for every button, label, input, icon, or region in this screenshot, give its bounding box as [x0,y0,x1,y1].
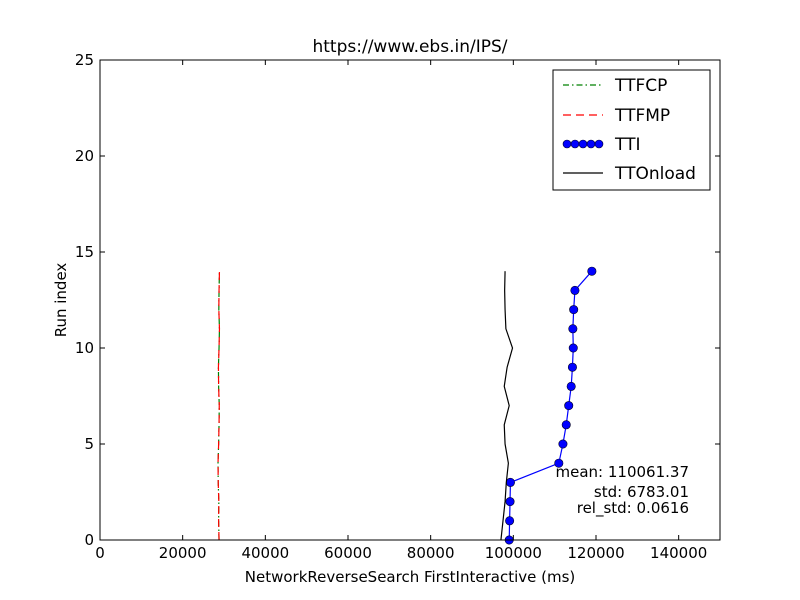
data-point-tti [505,477,515,487]
x-tick-label: 100000 [485,544,542,562]
legend-label-ttonload: TTOnload [614,164,696,184]
data-point-tti [505,497,515,507]
y-tick-label: 0 [84,531,94,549]
legend-box [552,69,711,191]
rel-std-annotation: rel_std: 0.0616 [577,499,689,518]
data-point-tti [558,439,568,449]
y-tick-label: 25 [75,51,94,69]
data-point-tti [567,362,577,372]
x-tick-label: 0 [95,544,105,562]
x-tick-label: 140000 [650,544,707,562]
series-line-ttfmp [217,271,221,541]
x-tick-label: 80000 [407,544,455,562]
stats-annotation: mean: 110061.37 std: 6783.01 rel_std: 0.… [556,463,689,518]
data-point-tti [587,266,597,276]
x-tick-label: 60000 [324,544,372,562]
std-annotation: std: 6783.01 [594,483,689,501]
data-point-tti [570,285,580,295]
plot-frame [99,59,721,541]
y-tick-label: 5 [84,435,94,453]
series-ttonload [500,271,514,541]
mean-annotation: mean: 110061.37 [556,463,689,481]
series-tti [504,266,597,545]
legend-swatch-tti [562,139,604,149]
y-tick-label: 15 [75,243,94,261]
data-point-tti [561,420,571,430]
data-point-tti [568,324,578,334]
x-tick-label: 120000 [567,544,624,562]
x-axis-label: NetworkReverseSearch FirstInteractive (m… [245,568,576,586]
y-axis-label: Run index [52,263,70,338]
data-point-tti [554,458,564,468]
x-tick-label: 20000 [159,544,207,562]
data-point-tti [564,401,574,411]
data-point-tti [566,381,576,391]
legend-label-tti: TTI [614,135,640,155]
data-point-tti [568,343,578,353]
y-ticks: 0 5 10 15 20 25 [75,51,720,549]
y-tick-label: 10 [75,339,94,357]
series-layer [217,266,597,545]
legend-label-ttfcp: TTFCP [614,76,667,96]
chart-title: https://www.ebs.in/IPS/ [312,37,507,57]
series-ttfmp [217,271,221,541]
data-point-tti [569,305,579,315]
legend-label-ttfmp: TTFMP [614,106,670,126]
x-tick-label: 40000 [241,544,289,562]
data-point-tti [505,516,515,526]
series-line-ttonload [500,271,514,541]
y-tick-label: 20 [75,147,94,165]
legend: TTFCP TTFMP TTI TTOnload [552,69,711,191]
x-ticks: 0 20000 40000 60000 80000 100000 120000 140000 [95,60,707,562]
